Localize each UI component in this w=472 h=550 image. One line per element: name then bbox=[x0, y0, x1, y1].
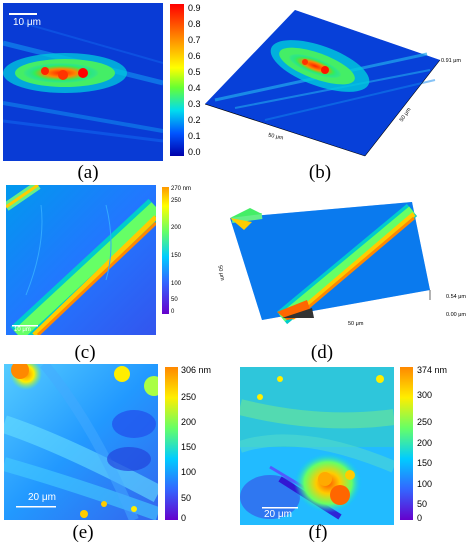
scalebar-label-c: 10 μm bbox=[14, 327, 31, 333]
caption-b: (b) bbox=[308, 162, 332, 183]
height-map-image-c bbox=[6, 185, 156, 335]
z-axis-bottom-label-d: 0.00 μm bbox=[446, 312, 466, 318]
scalebar-c bbox=[12, 325, 38, 327]
caption-d: (d) bbox=[310, 342, 334, 363]
colorbar-a bbox=[170, 4, 184, 156]
scalebar-e bbox=[16, 506, 56, 508]
colorbar-f-tick-5: 100 bbox=[417, 479, 433, 489]
scalebar-label-e: 20 μm bbox=[28, 492, 56, 503]
colorbar-e bbox=[165, 367, 178, 520]
colorbar-f-tick-4: 150 bbox=[417, 458, 433, 468]
colorbar-e-tick-2: 200 bbox=[181, 417, 197, 427]
height-map-image-e bbox=[4, 364, 158, 520]
colorbar-f-tick-3: 200 bbox=[417, 438, 433, 448]
caption-f: (f) bbox=[308, 522, 328, 543]
colorbar-a-tick-1: 0.8 bbox=[188, 19, 201, 29]
colorbar-c-tick-3: 150 bbox=[171, 253, 182, 259]
colorbar-c-tick-0: 270 nm bbox=[171, 186, 192, 192]
colorbar-a-tick-6: 0.3 bbox=[188, 99, 201, 109]
colorbar-e-tick-1: 250 bbox=[181, 392, 197, 402]
z-axis-label-b: 0.91 μm bbox=[441, 58, 461, 64]
scalebar-label-a: 10 μm bbox=[13, 17, 41, 28]
colorbar-e-tick-4: 100 bbox=[181, 467, 197, 477]
colorbar-f-tick-7: 0 bbox=[417, 513, 423, 523]
colorbar-e-tick-0: 306 nm bbox=[181, 365, 212, 375]
panel-d bbox=[222, 200, 442, 325]
colorbar-c bbox=[162, 187, 169, 314]
panel-c: 10 μm bbox=[6, 185, 156, 335]
colorbar-e-tick-6: 0 bbox=[181, 513, 187, 523]
scalebar-label-f: 20 μm bbox=[264, 509, 292, 520]
colorbar-a-tick-7: 0.2 bbox=[188, 115, 201, 125]
scalebar-f bbox=[262, 507, 298, 509]
colorbar-a-tick-3: 0.6 bbox=[188, 51, 201, 61]
panel-f: 20 μm bbox=[240, 367, 394, 525]
colorbar-a-tick-5: 0.4 bbox=[188, 83, 201, 93]
colorbar-c-tick-5: 50 bbox=[171, 297, 178, 303]
colorbar-a-tick-0: 0.9 bbox=[188, 3, 201, 13]
height-map-image-f bbox=[240, 367, 394, 525]
colorbar-c-tick-6: 0 bbox=[171, 309, 175, 315]
panel-b bbox=[205, 8, 445, 160]
surface-3d-d bbox=[230, 202, 431, 325]
colorbar-f-tick-1: 300 bbox=[417, 390, 433, 400]
colorbar-f-tick-6: 50 bbox=[417, 499, 428, 509]
surface-3d-b bbox=[205, 10, 441, 157]
colorbar-a-tick-8: 0.1 bbox=[188, 131, 201, 141]
scalebar-a bbox=[9, 13, 37, 15]
caption-a: (a) bbox=[77, 162, 99, 183]
colorbar-f-tick-0: 374 nm bbox=[417, 365, 448, 375]
z-axis-top-label-d: 0.54 μm bbox=[446, 294, 466, 300]
x-axis-label-d: 50 μm bbox=[348, 321, 364, 327]
caption-e: (e) bbox=[72, 522, 94, 543]
colorbar-c-tick-4: 100 bbox=[171, 281, 182, 287]
colorbar-c-tick-1: 250 bbox=[171, 198, 182, 204]
colorbar-e-tick-3: 150 bbox=[181, 442, 197, 452]
panel-a: 10 μm bbox=[3, 3, 163, 161]
caption-c: (c) bbox=[74, 342, 96, 363]
colorbar-f bbox=[400, 367, 413, 520]
colorbar-a-tick-9: 0.0 bbox=[188, 147, 201, 157]
colorbar-e-tick-5: 50 bbox=[181, 493, 192, 503]
colorbar-f-tick-2: 250 bbox=[417, 417, 433, 427]
panel-e: 20 μm bbox=[4, 364, 158, 520]
colorbar-a-tick-4: 0.5 bbox=[188, 67, 201, 77]
colorbar-c-tick-2: 200 bbox=[171, 225, 182, 231]
colorbar-a-tick-2: 0.7 bbox=[188, 35, 201, 45]
height-map-image-a bbox=[3, 3, 163, 161]
